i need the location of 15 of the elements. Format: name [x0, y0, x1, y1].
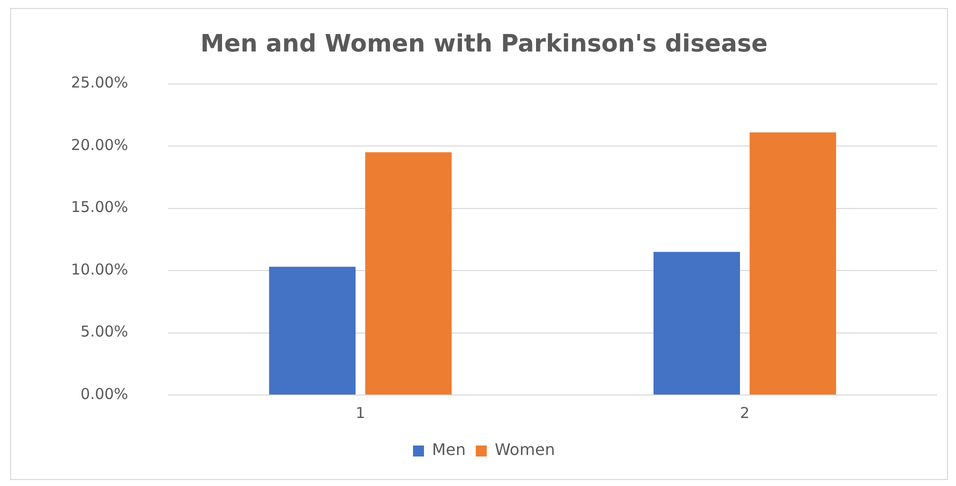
y-tick-label: 10.00%: [70, 260, 128, 278]
chart-title: Men and Women with Parkinson's disease: [200, 30, 768, 58]
legend-label: Men: [432, 440, 466, 460]
y-tick-label: 25.00%: [70, 74, 128, 92]
y-tick-label: 20.00%: [70, 136, 128, 154]
bar: [750, 132, 836, 394]
x-tick-label: 2: [740, 404, 750, 422]
y-tick-label: 5.00%: [80, 322, 128, 341]
legend-label: Women: [494, 440, 556, 460]
bar: [365, 152, 452, 394]
bar: [269, 266, 356, 394]
y-tick-label: 15.00%: [70, 198, 128, 216]
y-tick-label: 0.00%: [80, 384, 128, 403]
bar: [654, 252, 740, 394]
x-tick-label: 1: [356, 404, 366, 422]
